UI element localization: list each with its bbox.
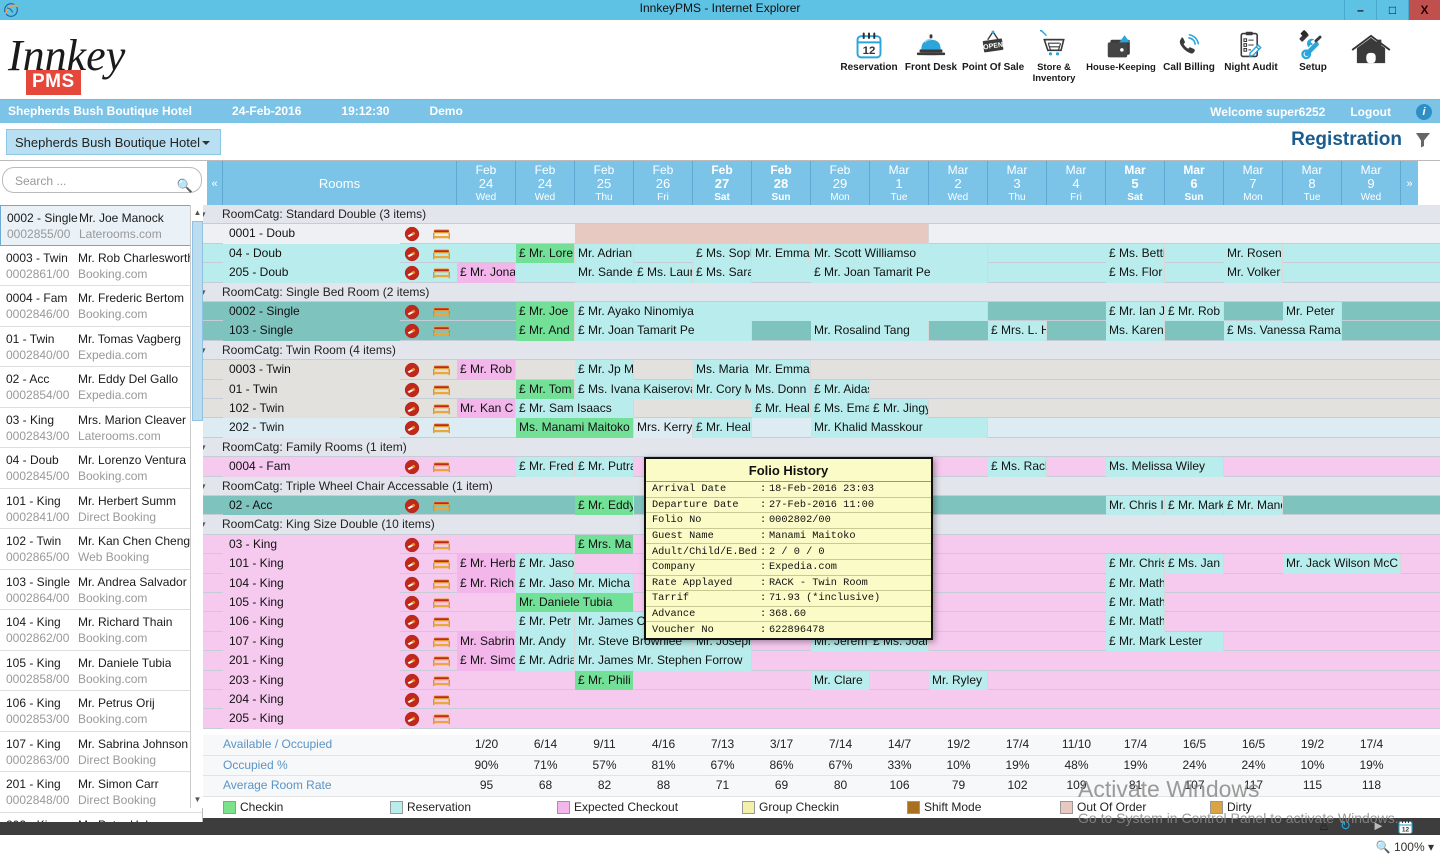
svg-text:12: 12 <box>863 45 876 57</box>
svg-text:12: 12 <box>1402 827 1410 834</box>
